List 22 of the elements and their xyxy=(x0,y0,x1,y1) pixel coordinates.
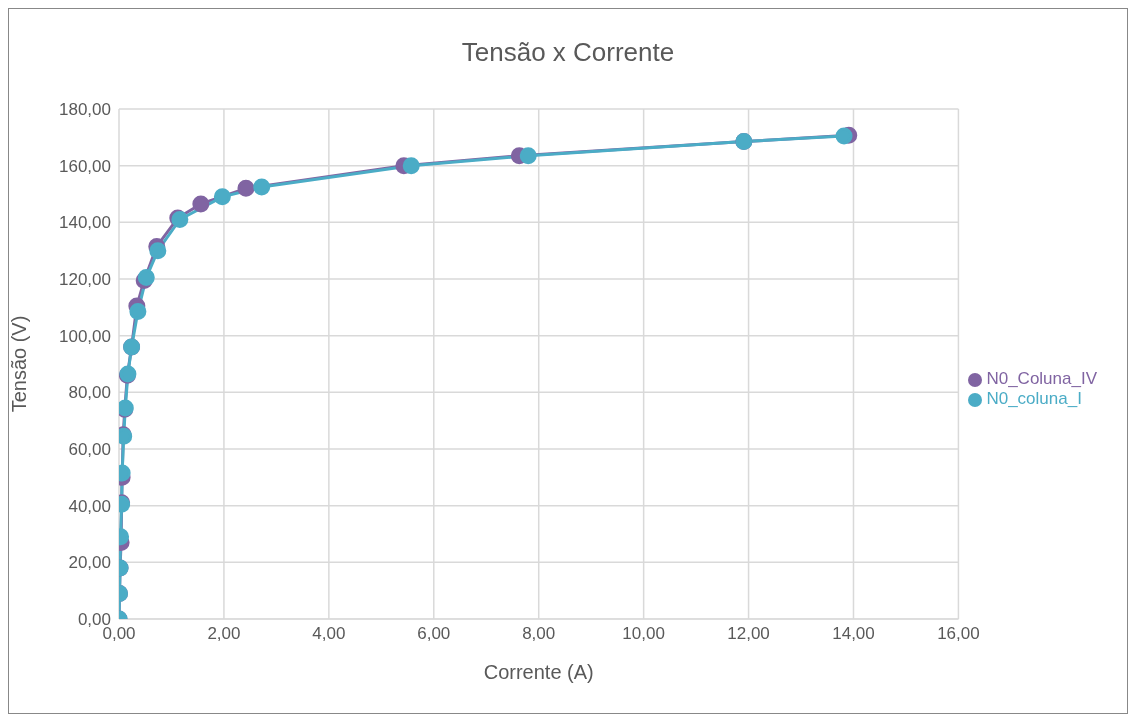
x-tick-label: 14,00 xyxy=(832,624,875,644)
y-tick-label: 60,00 xyxy=(68,440,111,460)
y-tick-label: 160,00 xyxy=(59,156,111,176)
legend-label: N0_Coluna_IV xyxy=(986,369,1097,388)
y-tick-label: 20,00 xyxy=(68,553,111,573)
x-axis-title: Corrente (A) xyxy=(483,661,594,683)
chart-title: Tensão x Corrente xyxy=(460,36,676,69)
x-tick-label: 12,00 xyxy=(727,624,770,644)
y-tick-label: 180,00 xyxy=(59,100,111,120)
x-tick-label: 4,00 xyxy=(312,624,346,644)
y-tick-label: 40,00 xyxy=(68,496,111,516)
y-tick-label: 140,00 xyxy=(59,213,111,233)
x-tick-label: 6,00 xyxy=(417,624,451,644)
y-tick-label: 100,00 xyxy=(59,326,111,346)
x-tick-label: 16,00 xyxy=(937,624,980,644)
y-tick-label: 120,00 xyxy=(59,270,111,290)
y-tick-label: 80,00 xyxy=(68,383,111,403)
x-tick-label: 2,00 xyxy=(207,624,241,644)
x-tick-label: 10,00 xyxy=(622,624,665,644)
y-axis-title: Tensão (V) xyxy=(8,315,31,413)
x-tick-label: 8,00 xyxy=(522,624,556,644)
legend-label: N0_coluna_I xyxy=(986,389,1082,408)
